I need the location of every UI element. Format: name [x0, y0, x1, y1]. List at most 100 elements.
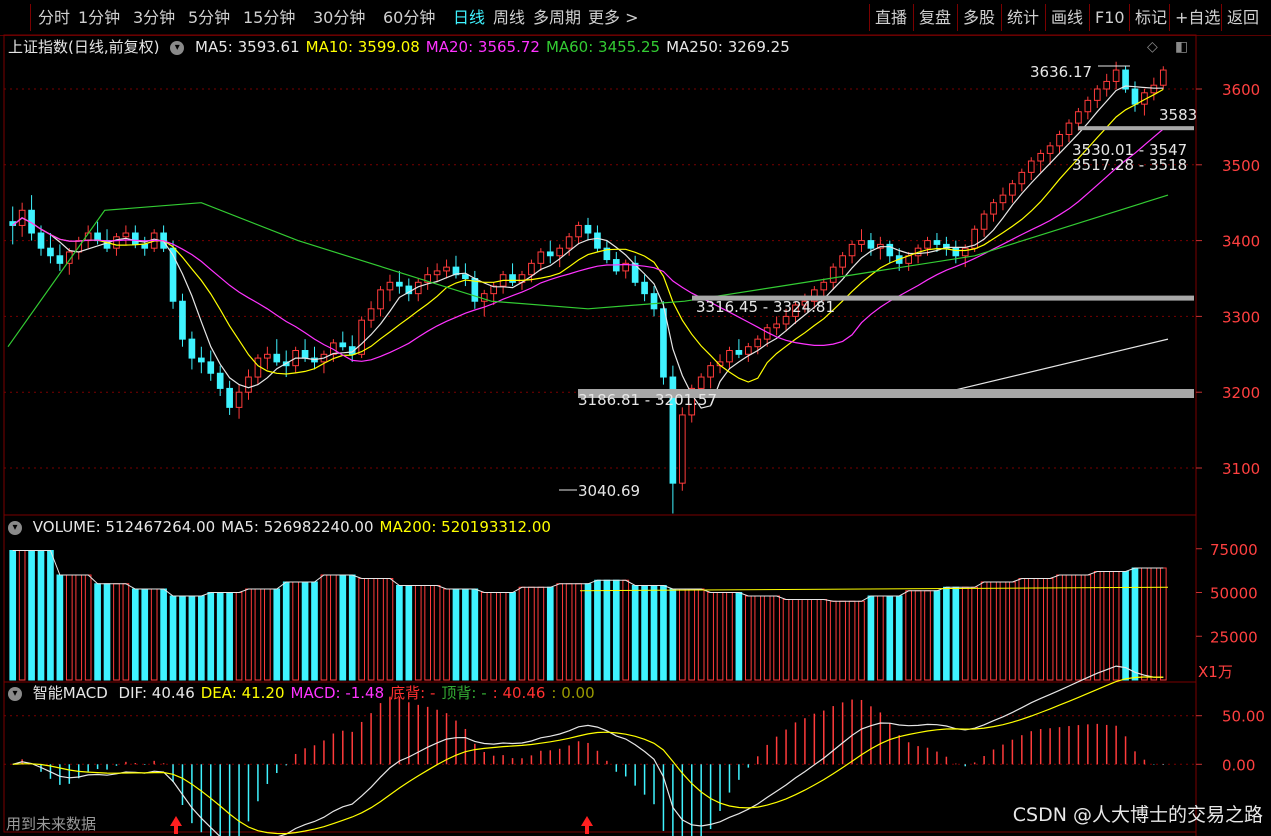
volume-bar	[660, 585, 667, 681]
period-tab-1[interactable]: 1分钟	[78, 8, 121, 27]
volume-bar	[94, 583, 101, 681]
candle-body	[452, 266, 460, 276]
expand-icon[interactable]: ▾	[8, 686, 22, 701]
action-button-4[interactable]: 画线	[1051, 8, 1084, 27]
period-tab-3[interactable]: 5分钟	[188, 8, 231, 27]
toolbar-separator	[869, 4, 870, 31]
volume-bar	[999, 581, 1007, 681]
candle-body	[179, 300, 186, 340]
period-tab-8[interactable]: 周线	[493, 8, 526, 27]
volume-bar	[282, 581, 290, 681]
candle-body	[707, 365, 714, 378]
volume-bar	[961, 586, 969, 681]
volume-bar	[858, 600, 865, 681]
toolbar-separator	[1045, 4, 1046, 31]
candle-body	[1093, 88, 1101, 101]
volume-bar	[9, 550, 17, 681]
period-tab-6[interactable]: 60分钟	[383, 8, 436, 27]
period-tab-9[interactable]: 多周期	[533, 8, 582, 27]
volume-bar	[207, 592, 215, 681]
volume-bar	[584, 583, 592, 681]
volume-bar	[292, 581, 299, 681]
diamond-icon[interactable]: ◇	[1147, 39, 1158, 55]
buy-signal-arrow-icon	[170, 816, 182, 834]
period-tab-2[interactable]: 3分钟	[133, 8, 176, 27]
volume-bar	[537, 586, 545, 681]
candle-body	[773, 323, 780, 329]
volume-bar	[339, 574, 347, 681]
macd-indicator-2: MACD: -1.48	[290, 684, 385, 702]
volume-bar	[688, 588, 696, 681]
candle-body	[697, 376, 705, 389]
volume-bar	[905, 590, 912, 681]
period-tab-4[interactable]: 15分钟	[243, 8, 296, 27]
volume-bar	[697, 588, 705, 681]
action-button-6[interactable]: 标记	[1135, 8, 1168, 27]
period-tab-10[interactable]: 更多 >	[588, 8, 639, 27]
volume-bar	[358, 578, 365, 681]
volume-bar	[56, 574, 64, 681]
volume-bar	[179, 595, 186, 681]
volume-tick-label: 75000	[1210, 541, 1258, 559]
expand-icon[interactable]: ▾	[170, 40, 185, 55]
volume-bar	[631, 585, 639, 681]
candle-body	[650, 293, 658, 310]
macd-indicator-3: 底背: -	[390, 684, 436, 702]
action-button-8[interactable]: 返回	[1227, 8, 1260, 27]
watermark: CSDN @人大博士的交易之路	[1012, 804, 1263, 826]
period-tab-7[interactable]: 日线	[453, 8, 486, 27]
candle-body	[744, 346, 752, 355]
volume-bar	[264, 588, 271, 681]
candle-body	[1065, 122, 1073, 135]
volume-bar	[1131, 567, 1139, 681]
volume-bar	[1075, 574, 1082, 681]
period-tab-0[interactable]: 分时	[38, 8, 71, 27]
candle-body	[792, 304, 799, 317]
volume-bar	[518, 586, 526, 681]
volume-bar	[914, 590, 922, 681]
candle-body	[990, 202, 997, 215]
candle-body	[933, 240, 941, 245]
candle-body	[688, 387, 696, 416]
volume-bar	[1065, 574, 1073, 681]
candle-body	[594, 232, 601, 249]
main-tick-label: 3200	[1222, 384, 1260, 402]
ma20-line	[12, 128, 1164, 362]
expand-icon[interactable]: ▾	[8, 520, 22, 535]
volume-tick-label: 25000	[1210, 628, 1258, 646]
action-button-3[interactable]: 统计	[1007, 8, 1040, 27]
action-button-7[interactable]: +自选	[1175, 8, 1221, 27]
zone-label-1: 3530.01 - 3547	[1072, 141, 1187, 159]
volume-bar	[971, 586, 978, 681]
candle-body	[961, 247, 969, 257]
candle-body	[188, 338, 196, 359]
volume-bar	[330, 574, 337, 681]
volume-bar	[113, 583, 120, 681]
volume-bar	[744, 595, 752, 681]
volume-bar	[1084, 574, 1092, 681]
toolbar-separator	[30, 4, 31, 31]
candle-body	[943, 243, 950, 249]
period-tab-5[interactable]: 30分钟	[313, 8, 366, 27]
volume-bar	[1046, 578, 1054, 681]
volume-bar	[103, 583, 111, 681]
volume-bar	[499, 592, 507, 681]
volume-bar	[735, 592, 743, 681]
volume-bar	[716, 592, 724, 681]
zone-label-4: 3186.81 - 3201.57	[578, 391, 717, 409]
toolbar-separator	[1169, 4, 1170, 31]
action-button-1[interactable]: 复盘	[919, 8, 952, 27]
candle-body	[113, 236, 120, 249]
buy-signal-arrow-icon	[581, 816, 593, 834]
volume-bar	[848, 600, 856, 681]
action-button-0[interactable]: 直播	[875, 8, 908, 27]
action-button-5[interactable]: F10	[1095, 8, 1125, 27]
candle-body	[358, 319, 365, 355]
panel-toggle-icon[interactable]: ◧	[1175, 39, 1189, 55]
candle-body	[235, 391, 243, 408]
candle-body	[386, 281, 394, 291]
candle-body	[396, 281, 403, 287]
action-button-2[interactable]: 多股	[963, 8, 996, 27]
volume-bar	[122, 583, 130, 681]
candle-body	[622, 262, 630, 272]
